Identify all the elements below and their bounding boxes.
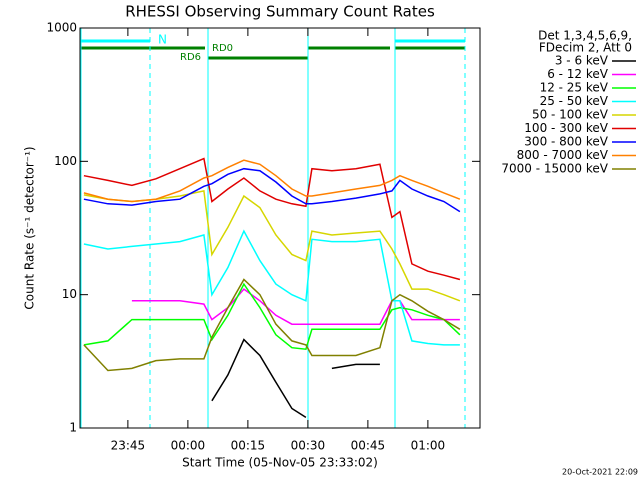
annotation: RD6 bbox=[180, 52, 201, 63]
legend-label: 100 - 300 keV bbox=[524, 121, 608, 135]
series-line bbox=[83, 282, 461, 351]
annotation: RD0 bbox=[212, 43, 233, 54]
status-bars bbox=[80, 39, 465, 60]
legend-label: 12 - 25 keV bbox=[540, 81, 609, 95]
plot bbox=[83, 157, 461, 419]
y-tick-label: 100 bbox=[54, 154, 77, 168]
x-tick-label: 00:30 bbox=[291, 439, 326, 453]
series-line bbox=[83, 157, 461, 281]
plot-frame bbox=[79, 27, 481, 429]
legend-header: FDecim 2, Att 0 bbox=[539, 41, 632, 55]
legend-label: 800 - 7000 keV bbox=[517, 148, 609, 162]
series-line bbox=[83, 167, 461, 213]
annotation: N bbox=[158, 33, 167, 47]
x-tick-label: 00:00 bbox=[171, 439, 206, 453]
series-line bbox=[83, 189, 461, 302]
legend-label: 3 - 6 keV bbox=[555, 54, 609, 68]
x-axis-label: Start Time (05-Nov-05 23:33:02) bbox=[182, 456, 378, 470]
footer: 20-Oct-2021 22:09 bbox=[562, 468, 638, 477]
legend-header: Det 1,3,4,5,6,9, bbox=[538, 29, 632, 43]
x-tick-label: 23:45 bbox=[111, 439, 146, 453]
transition-lines bbox=[80, 28, 466, 428]
legend-label: 25 - 50 keV bbox=[540, 94, 609, 108]
series-line bbox=[83, 278, 461, 372]
x-tick-label: 00:15 bbox=[231, 439, 266, 453]
legend-label: 6 - 12 keV bbox=[547, 67, 609, 81]
series-line bbox=[211, 338, 380, 419]
legend-label: 7000 - 15000 keV bbox=[501, 162, 608, 176]
chart-title: RHESSI Observing Summary Count Rates bbox=[125, 3, 435, 21]
legend-label: 50 - 100 keV bbox=[532, 108, 609, 122]
series-line bbox=[83, 229, 460, 346]
x-tick-label: 00:45 bbox=[351, 439, 386, 453]
legend-label: 300 - 800 keV bbox=[524, 135, 608, 149]
y-tick-label: 1 bbox=[69, 421, 77, 435]
series-line bbox=[131, 288, 460, 325]
y-tick-label: 1000 bbox=[46, 21, 77, 35]
y-axis-label: Count Rate (s⁻¹ detector⁻¹) bbox=[23, 146, 37, 309]
y-tick-label: 10 bbox=[62, 287, 77, 301]
x-tick-label: 01:00 bbox=[411, 439, 446, 453]
series-line bbox=[83, 159, 461, 203]
